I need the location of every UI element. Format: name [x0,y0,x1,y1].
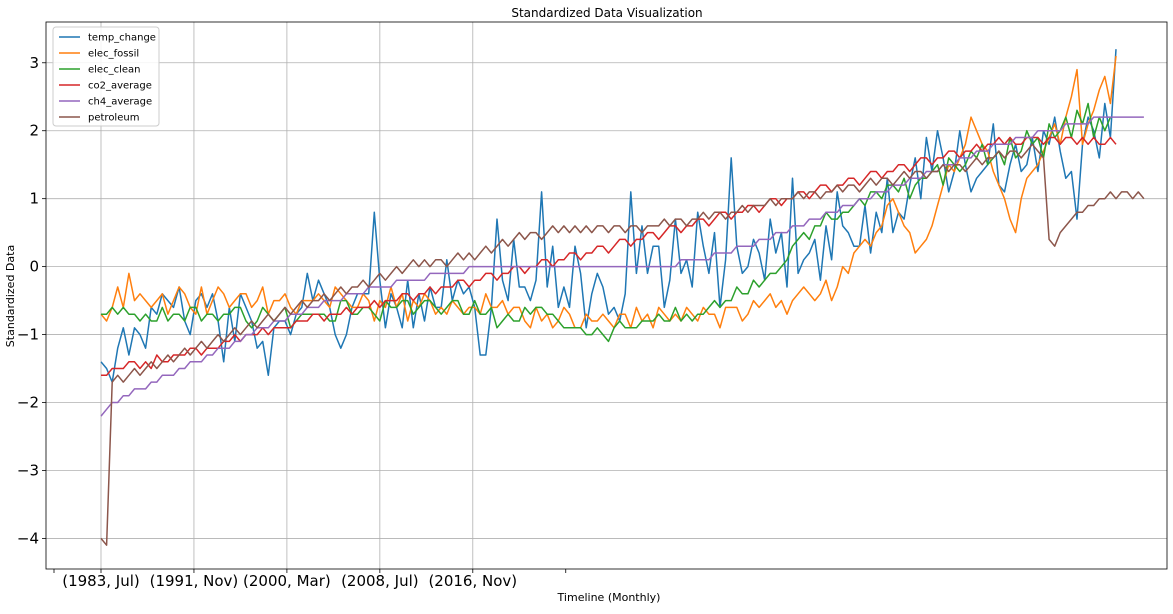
plot-frame [45,21,1168,570]
y-axis-label: Standardized Data [4,245,17,347]
legend-label-temp-change: temp_change [88,33,156,44]
legend-label-elec-fossil: elec_fossil [88,49,139,60]
series-line-temp-change [100,49,1117,383]
legend-label-ch4-average: ch4_average [88,97,152,108]
y-axis-ticks: −4 −3 −2 −1 0 1 2 3 [17,54,46,547]
y-tick-label: 1 [29,190,39,208]
x-tick-label: (1991, Nov) [150,572,239,590]
legend-label-petroleum: petroleum [88,113,139,124]
y-tick-label: 2 [29,122,39,140]
y-tick-label: −1 [17,326,39,344]
x-tick-label: (2008, Jul) [341,572,419,590]
y-tick-label: −2 [17,394,39,412]
y-tick-label: −3 [17,461,39,479]
series-line-elec-fossil [100,55,1117,329]
legend-label-elec-clean: elec_clean [88,65,140,76]
y-tick-label: 0 [29,258,39,276]
x-axis-ticks: (1983, Jul) (1991, Nov) (2000, Mar) (2008, … [53,569,567,590]
y-tick-label: −4 [17,529,39,547]
x-tick-label: (2000, Mar) [243,572,331,590]
x-tick-label: (2016, Nov) [428,572,517,590]
x-axis-label: Timeline (Monthly) [557,591,661,604]
legend-label-co2-average: co2_average [88,81,152,92]
y-tick-label: 3 [29,54,39,72]
series-line-co2-average [101,136,1117,377]
series-lines [100,49,1145,546]
chart-title: Standardized Data Visualization [511,6,702,20]
series-line-petroleum [100,143,1145,546]
x-tick-label: (1983, Jul) [62,572,140,590]
legend: temp_change elec_fossil elec_clean co2_aver… [52,26,160,127]
